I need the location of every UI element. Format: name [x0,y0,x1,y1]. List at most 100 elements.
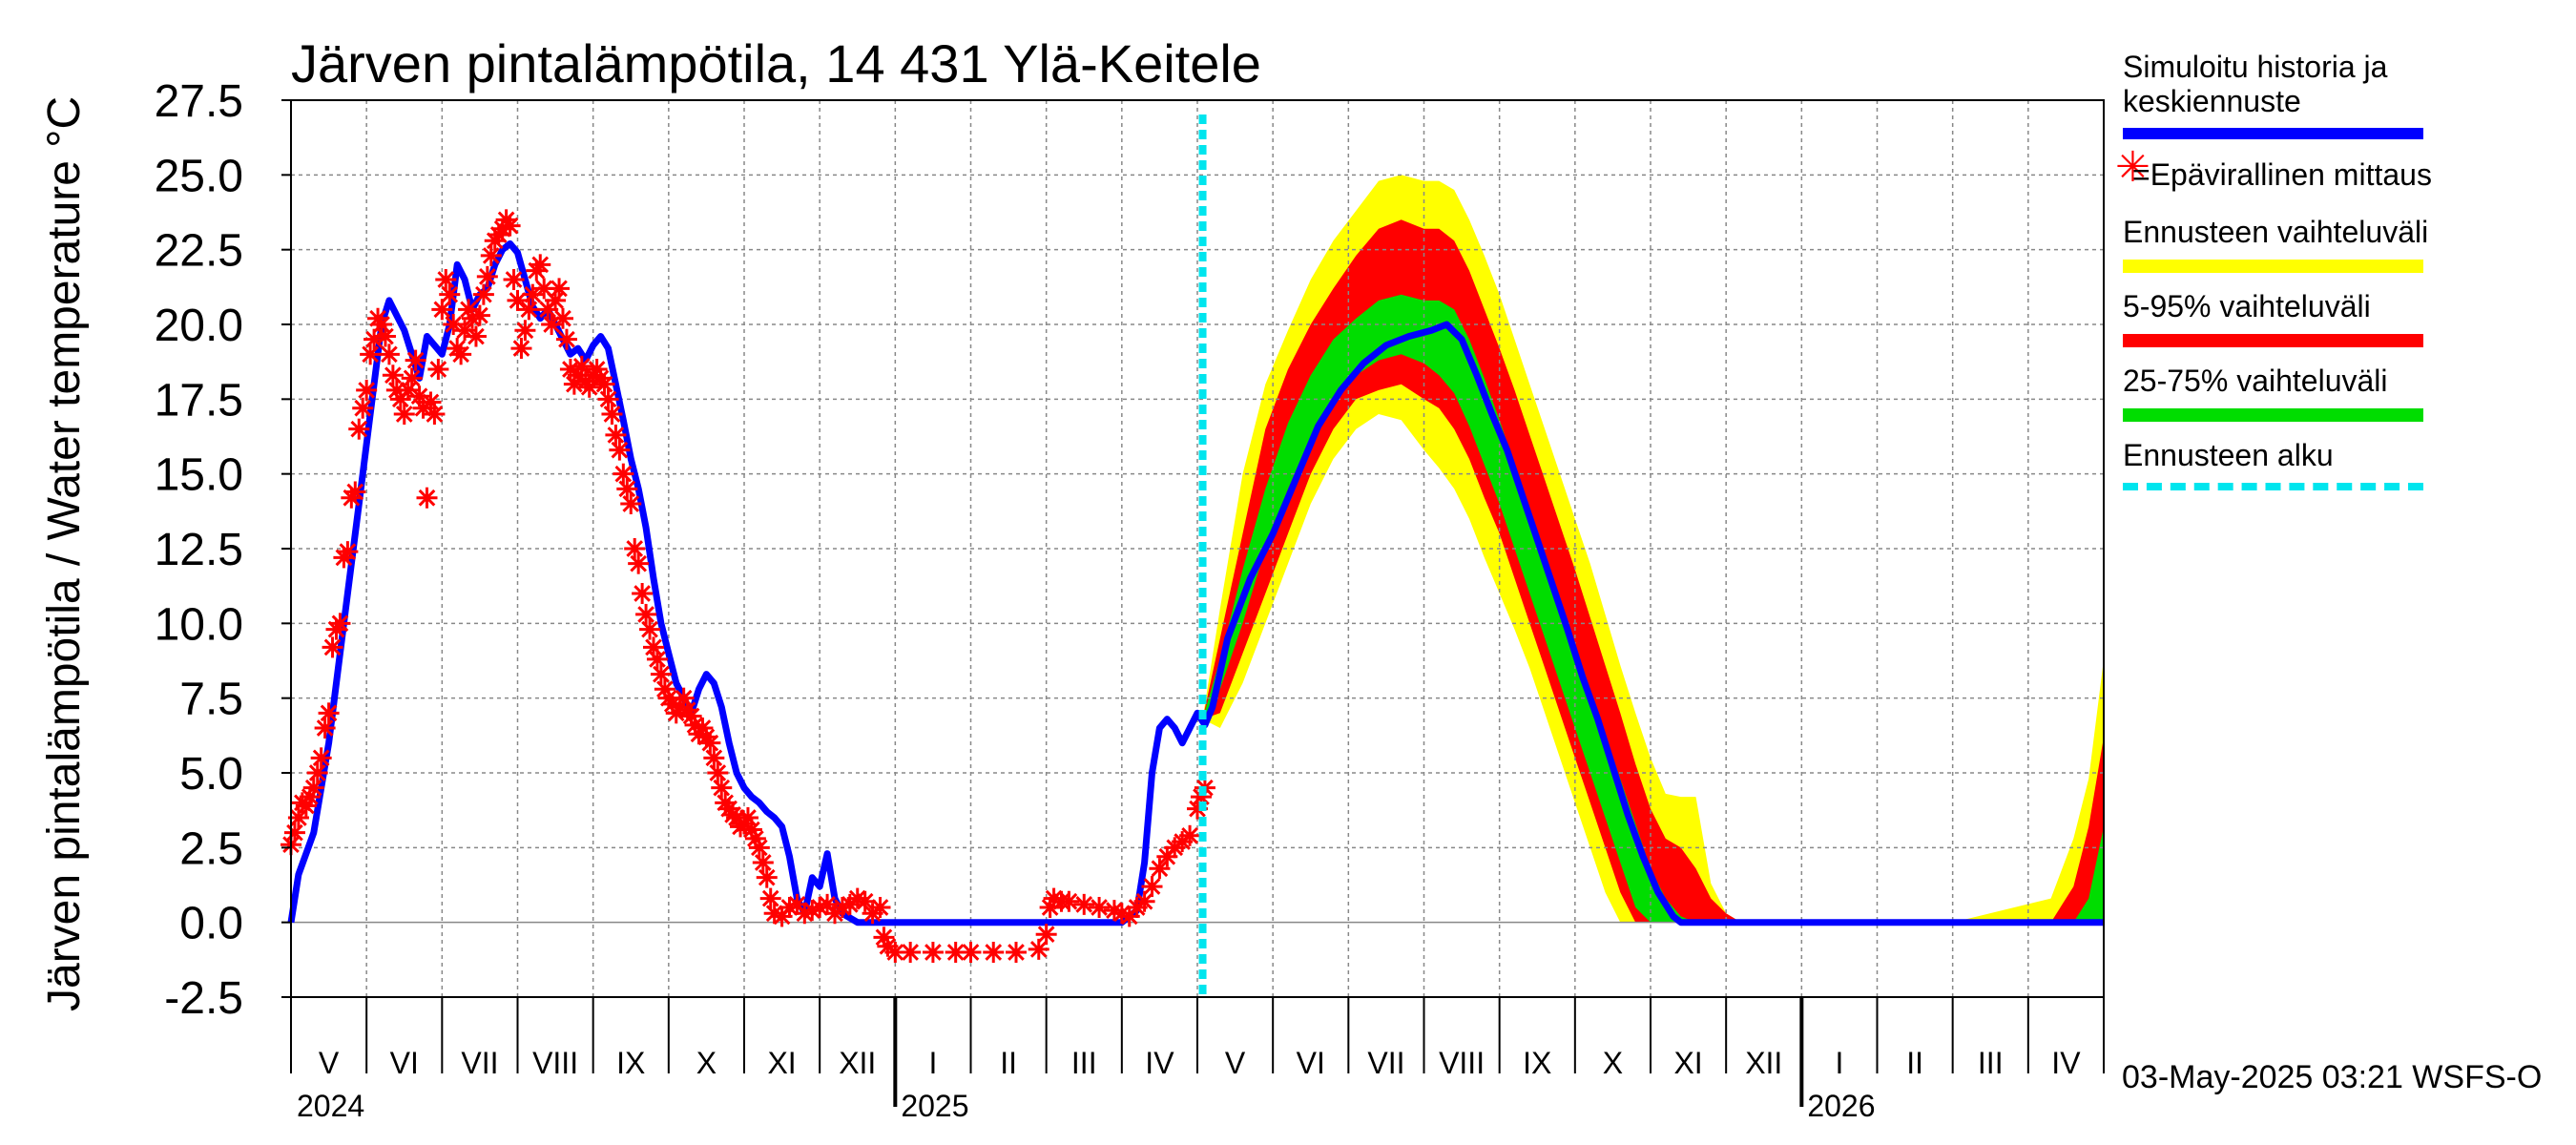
y-tick-label: 17.5 [155,375,243,426]
observation-marker [945,942,966,963]
observation-marker [518,299,540,321]
observation-marker [624,538,646,559]
observation-marker [552,307,573,329]
observation-marker [699,732,721,754]
month-label: II [1906,1046,1923,1080]
observation-marker [439,283,461,305]
legend-start-swatch [2123,483,2423,498]
observation-marker [364,328,385,350]
legend-sim-swatch [2123,128,2423,139]
observation-marker [900,942,922,963]
observation-marker [374,325,396,347]
month-label: IV [2051,1046,2081,1080]
chart-title: Järven pintalämpötila, 14 431 Ylä-Keitel… [291,33,1261,94]
observation-marker [322,636,343,658]
observation-marker [1006,942,1027,963]
data-series [280,209,2104,963]
y-tick-label: 7.5 [179,675,243,725]
observation-marker [632,583,654,604]
month-label: X [1603,1046,1623,1080]
month-label: VII [1367,1046,1404,1080]
month-label: VI [1297,1046,1325,1080]
observation-marker [530,254,551,276]
plot-frame [290,99,2105,998]
observation-marker [450,344,472,365]
observation-marker [549,278,571,300]
observation-marker [314,718,336,739]
observation-marker [983,942,1005,963]
observation-marker [1149,858,1171,880]
legend-sim-label-1: Simuloitu historia ja [2123,50,2388,84]
observation-marker [514,320,536,342]
observation-marker [756,866,778,888]
observation-marker [922,942,944,963]
observation-marker [472,283,494,305]
observation-marker [431,299,453,321]
observation-marker [703,747,725,769]
month-label: V [319,1046,340,1080]
observation-marker [707,762,729,783]
axes: 27.5 25.0 22.5 20.0 17.5 15.0 12.5 10.0 7.5 5.0 2.… [155,76,2105,1123]
observation-marker [427,359,449,380]
y-tick-label: 2.5 [179,823,243,874]
observation-marker [378,344,400,365]
observation-marker [480,244,502,266]
observation-marker [424,404,446,425]
observation-marker [1133,890,1155,912]
y-tick-label: 10.0 [155,599,243,650]
y-tick-label: 0.0 [179,899,243,949]
observation-marker [960,942,982,963]
legend-range-label: Ennusteen vaihteluväli [2123,215,2429,249]
observation-marker [646,648,668,670]
legend-sim-label-2: keskiennuste [2123,84,2301,118]
observation-marker [465,325,487,347]
legend-p595-label: 5-95% vaihteluväli [2123,289,2371,323]
month-label: XI [767,1046,796,1080]
month-label: III [1071,1046,1097,1080]
grid-lines [290,99,2104,998]
y-tick-label: -2.5 [164,973,243,1024]
observation-marker [503,269,525,290]
legend-start-label: Ennusteen alku [2123,438,2334,472]
month-label: V [1225,1046,1246,1080]
observation-marker [337,541,359,563]
y-tick-label: 25.0 [155,151,243,201]
observation-marker [435,269,457,290]
observation-marker [869,897,891,918]
month-label: VII [461,1046,498,1080]
legend-obs-marker-icon: ✳ [2115,144,2150,191]
observation-marker [393,404,415,425]
observation-marker [759,887,781,909]
y-tick-label: 27.5 [155,76,243,127]
observation-marker [306,762,328,783]
month-label: X [696,1046,717,1080]
observation-marker [616,478,638,500]
observation-marker [1028,938,1049,960]
observation-marker [601,404,623,425]
observation-marker [318,702,340,724]
month-label: IX [1523,1046,1551,1080]
observation-marker [382,364,404,386]
year-label: 2024 [297,1089,364,1123]
simulated-line [287,239,2104,926]
observation-marker [283,822,305,843]
observation-marker [1035,924,1057,946]
observation-marker [329,613,351,635]
y-tick-label: 22.5 [155,226,243,277]
observation-marker [711,777,733,799]
observation-marker [650,663,672,685]
band-p5-95 [1202,219,2104,923]
y-axis-label: Järven pintalämpötila / Water temperatur… [39,95,90,1011]
month-label: VIII [1439,1046,1485,1080]
year-label: 2025 [901,1089,968,1123]
legend-p2575-label: 25-75% vaihteluväli [2123,364,2388,398]
legend-range-swatch [2123,260,2423,273]
observation-marker [360,344,382,365]
month-label: II [1000,1046,1017,1080]
y-tick-label: 15.0 [155,450,243,501]
y-tick-label: 12.5 [155,525,243,575]
observation-marker [348,418,370,440]
month-label: XII [839,1046,876,1080]
observation-marker [1089,897,1111,918]
